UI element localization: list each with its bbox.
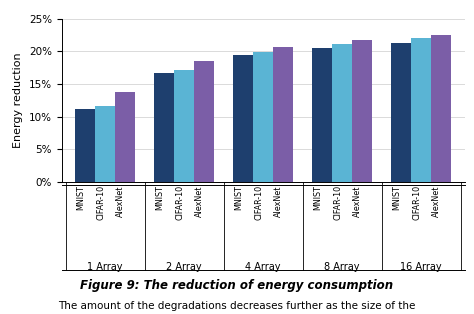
Bar (352, 41, 372, 182)
Bar (332, 44, 352, 182)
Text: CIFAR-10: CIFAR-10 (96, 185, 105, 220)
Text: The amount of the degradations decreases further as the size of the: The amount of the degradations decreases… (58, 301, 416, 311)
Text: CIFAR-10: CIFAR-10 (333, 185, 342, 220)
Text: 4 Array: 4 Array (246, 262, 281, 272)
Bar (253, 52, 273, 182)
Text: 8 Array: 8 Array (324, 262, 360, 272)
Bar (115, 92, 135, 182)
Bar (411, 38, 431, 182)
Text: AlexNet: AlexNet (116, 185, 125, 217)
Bar (95, 106, 115, 182)
Text: CIFAR-10: CIFAR-10 (412, 185, 421, 220)
Text: MNIST: MNIST (155, 185, 164, 210)
Bar (273, 47, 292, 182)
Text: 2 Array: 2 Array (166, 262, 202, 272)
Bar (392, 43, 411, 182)
Bar (233, 55, 253, 182)
Bar (431, 35, 451, 182)
Text: 16 Array: 16 Array (400, 262, 442, 272)
Bar (155, 73, 174, 182)
Text: MNIST: MNIST (76, 185, 85, 210)
Text: MNIST: MNIST (392, 185, 401, 210)
Bar (194, 61, 214, 182)
Y-axis label: Energy reduction: Energy reduction (13, 53, 23, 148)
Text: MNIST: MNIST (313, 185, 322, 210)
Text: AlexNet: AlexNet (353, 185, 362, 217)
Text: MNIST: MNIST (234, 185, 243, 210)
Text: CIFAR-10: CIFAR-10 (254, 185, 263, 220)
Bar (75, 109, 95, 182)
Text: AlexNet: AlexNet (432, 185, 441, 217)
Text: AlexNet: AlexNet (274, 185, 283, 217)
Text: CIFAR-10: CIFAR-10 (175, 185, 184, 220)
Text: 1 Array: 1 Array (87, 262, 123, 272)
Bar (174, 70, 194, 182)
Text: Figure 9: The reduction of energy consumption: Figure 9: The reduction of energy consum… (81, 279, 393, 292)
Text: AlexNet: AlexNet (195, 185, 204, 217)
Bar (312, 48, 332, 182)
